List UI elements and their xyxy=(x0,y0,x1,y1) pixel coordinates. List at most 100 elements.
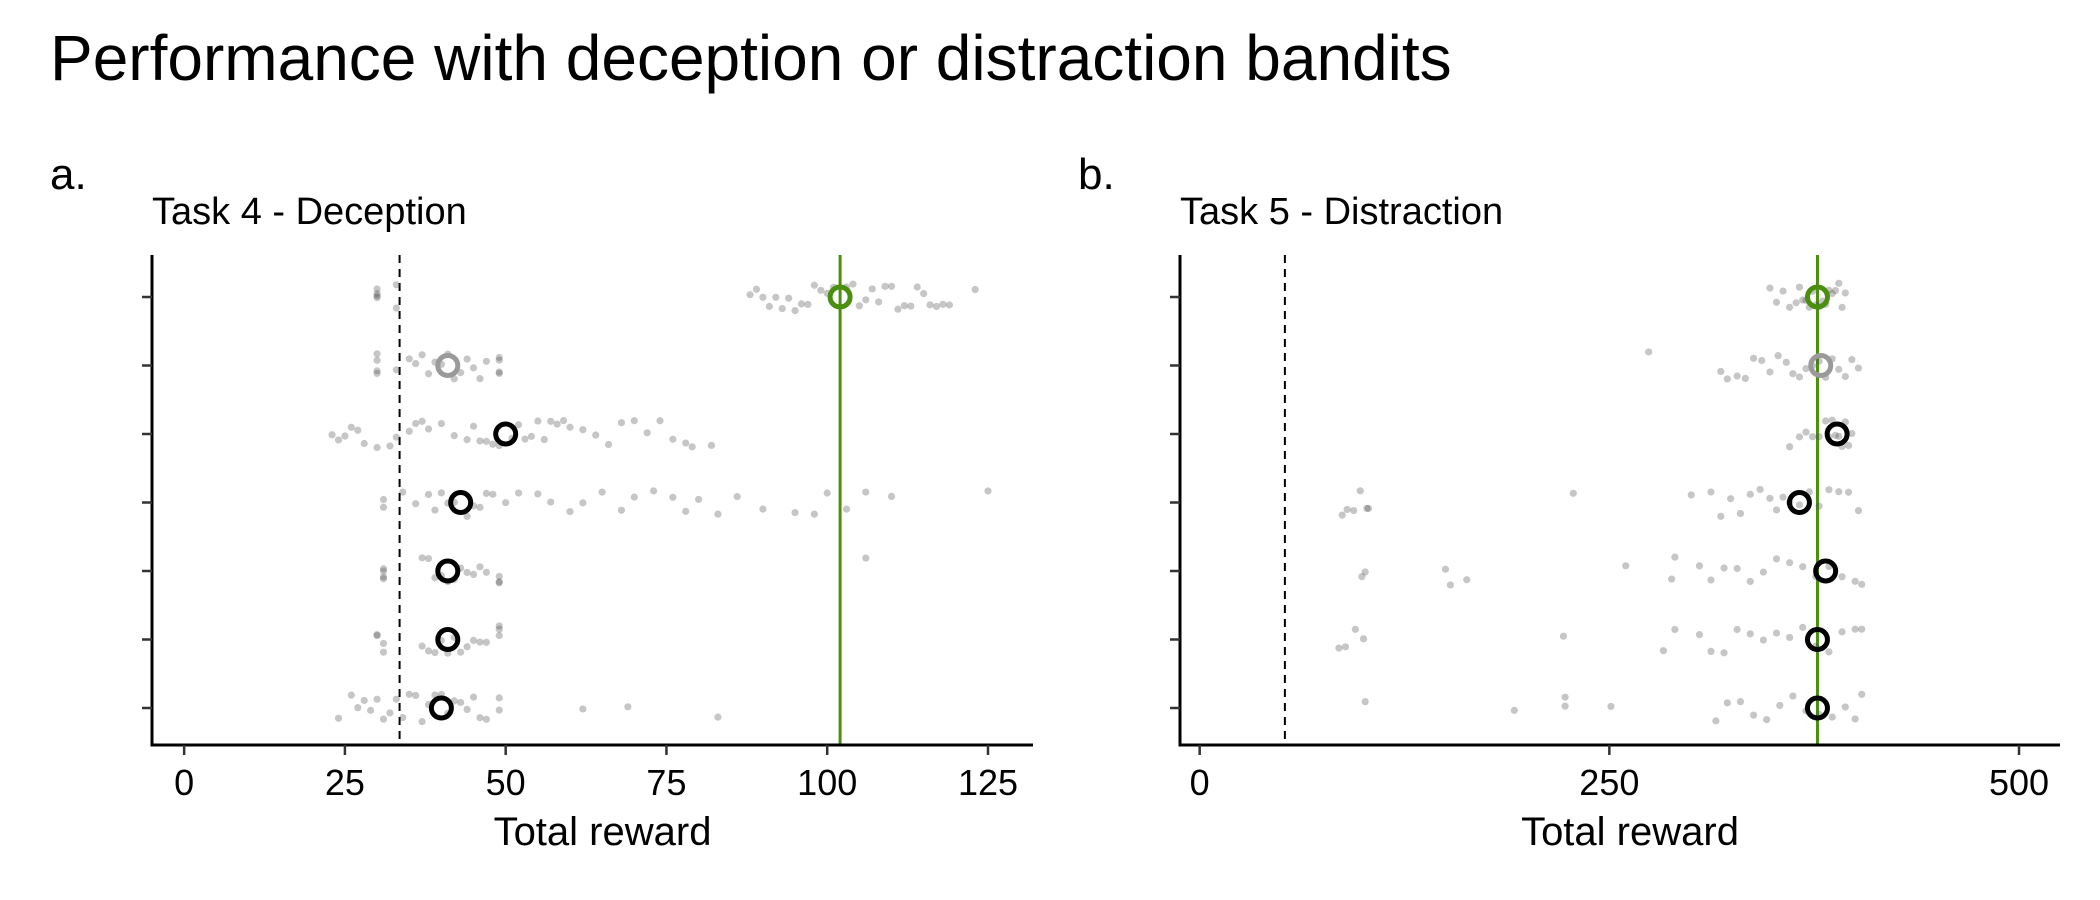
data-point xyxy=(1712,717,1720,725)
data-point xyxy=(682,439,690,447)
data-point xyxy=(373,695,381,703)
data-point xyxy=(849,280,857,288)
data-point xyxy=(1845,488,1853,496)
data-point xyxy=(1786,303,1794,311)
data-point xyxy=(579,705,587,713)
data-point xyxy=(373,369,381,378)
data-point xyxy=(1851,715,1859,723)
data-point xyxy=(1559,632,1568,640)
data-point xyxy=(1841,703,1849,711)
data-point xyxy=(1795,283,1804,291)
data-point xyxy=(1361,698,1369,706)
data-point xyxy=(495,353,503,362)
data-point xyxy=(412,359,420,368)
data-point xyxy=(1359,635,1368,643)
mean-marker-row-5 xyxy=(1813,558,1839,584)
data-point xyxy=(881,282,889,290)
data-point xyxy=(913,283,921,291)
data-point xyxy=(1815,502,1823,510)
data-point xyxy=(643,429,651,437)
data-point xyxy=(1858,690,1866,698)
data-point xyxy=(971,285,979,294)
data-point xyxy=(373,631,381,640)
data-point xyxy=(379,715,388,723)
data-point xyxy=(489,490,497,498)
data-point xyxy=(521,435,529,443)
data-point xyxy=(559,416,568,425)
mean-marker-row-7 xyxy=(428,695,454,721)
data-point xyxy=(1446,581,1454,589)
data-point xyxy=(1799,563,1807,571)
data-point xyxy=(527,432,536,440)
data-point xyxy=(810,510,818,518)
data-point xyxy=(907,302,915,310)
data-point xyxy=(1717,512,1725,520)
mean-marker-row-2 xyxy=(435,353,461,378)
data-point xyxy=(392,695,400,703)
data-point xyxy=(759,505,767,513)
data-point xyxy=(354,426,362,434)
data-point xyxy=(1561,702,1569,710)
data-point xyxy=(1607,702,1615,711)
data-point xyxy=(386,442,394,450)
mean-marker-row-5 xyxy=(435,558,461,584)
data-point xyxy=(1707,488,1715,496)
data-point xyxy=(1766,494,1774,502)
data-point xyxy=(1671,553,1679,561)
data-point xyxy=(476,638,484,646)
data-point xyxy=(1848,355,1856,364)
data-point xyxy=(469,364,478,372)
mean-marker-row-4 xyxy=(448,490,474,515)
data-point xyxy=(649,487,658,495)
data-point xyxy=(1854,364,1863,372)
mean-marker-row-4 xyxy=(1786,490,1812,515)
data-point xyxy=(1723,699,1731,707)
data-point xyxy=(534,490,542,498)
data-point xyxy=(791,306,799,315)
data-point xyxy=(476,437,484,445)
data-point xyxy=(514,489,523,497)
data-point xyxy=(1350,506,1358,515)
data-point xyxy=(495,356,503,364)
data-point xyxy=(1831,286,1840,295)
data-point xyxy=(1799,623,1807,631)
data-point xyxy=(1736,509,1745,518)
mean-marker-row-3 xyxy=(493,421,519,447)
data-point xyxy=(894,305,902,313)
data-point xyxy=(714,510,722,518)
data-point xyxy=(695,495,703,504)
data-point xyxy=(1772,555,1781,563)
data-point xyxy=(1851,625,1859,633)
data-point xyxy=(868,285,876,293)
data-point xyxy=(482,437,490,445)
data-point xyxy=(1838,573,1846,581)
x-tick-label: 250 xyxy=(1579,762,1639,803)
data-point xyxy=(495,572,503,581)
data-point xyxy=(1858,580,1866,588)
data-point xyxy=(617,419,626,427)
data-point xyxy=(1727,495,1735,503)
figure-title: Performance with deception or distractio… xyxy=(50,22,1452,94)
data-point xyxy=(392,433,400,441)
data-point xyxy=(482,357,490,365)
data-point xyxy=(1361,568,1369,576)
data-point xyxy=(469,693,478,701)
data-point xyxy=(424,647,433,655)
data-point xyxy=(547,498,555,506)
x-tick-label: 500 xyxy=(1989,762,2049,803)
data-point xyxy=(482,715,490,723)
data-point xyxy=(598,488,606,496)
data-point xyxy=(334,714,343,722)
data-point xyxy=(495,578,503,586)
data-point xyxy=(566,508,574,516)
data-point xyxy=(469,570,478,579)
data-point xyxy=(1828,289,1836,298)
data-point xyxy=(1668,575,1676,583)
data-point xyxy=(1815,357,1823,365)
data-point xyxy=(373,290,381,298)
data-point xyxy=(669,493,677,501)
data-point xyxy=(379,575,388,583)
data-point xyxy=(1825,486,1833,494)
data-point xyxy=(1772,629,1781,637)
